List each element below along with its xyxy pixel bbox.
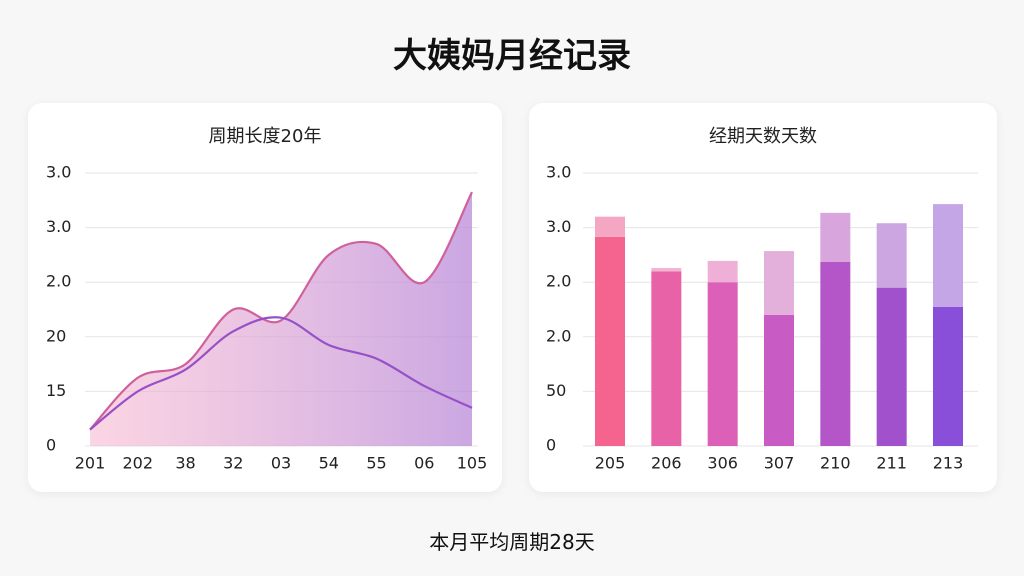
bar-segment (876, 223, 907, 288)
y-tick-label: 2.0 (546, 272, 571, 291)
x-tick-label: 202 (122, 454, 153, 473)
x-tick-label: 210 (820, 454, 851, 473)
bar-segment (651, 268, 682, 272)
x-tick-label: 201 (75, 454, 106, 473)
x-tick-label: 105 (457, 454, 488, 473)
y-tick-label: 3.0 (46, 163, 71, 182)
x-tick-label: 38 (175, 454, 195, 473)
line (89, 316, 473, 431)
area (90, 192, 472, 446)
y-tick-label: 3.0 (546, 163, 571, 182)
bar-segment (595, 216, 625, 237)
x-tick-label: 211 (876, 454, 907, 473)
y-tick-label: 0 (46, 436, 56, 455)
y-tick-label: 0 (546, 436, 556, 455)
footer: 本月平均周期28天 (429, 530, 595, 554)
y-tick-label: 50 (546, 381, 566, 400)
x-tick-label: 213 (933, 454, 964, 473)
y-tick-label: 3.0 (46, 217, 71, 236)
x-tick-label: 54 (319, 454, 339, 473)
bar-segment (595, 236, 625, 446)
x-tick-label: 206 (651, 454, 682, 473)
x-tick-label: 205 (595, 454, 626, 473)
y-tick-label: 2.0 (46, 272, 71, 291)
x-tick-label: 03 (271, 454, 291, 473)
bar-segment (933, 204, 963, 307)
bar-segment (820, 261, 851, 446)
bar-segment (651, 271, 682, 446)
y-tick-label: 15 (46, 381, 66, 400)
x-tick-label: 55 (366, 454, 386, 473)
y-tick-label: 2.0 (546, 326, 571, 345)
bar-segment (876, 287, 907, 446)
bar-segment (820, 212, 851, 262)
y-tick-label: 20 (46, 326, 66, 345)
bar-segment (933, 306, 963, 446)
x-tick-label: 32 (223, 454, 243, 473)
x-tick-label: 306 (707, 454, 738, 473)
page-title: 大姨妈月经记录 (393, 36, 631, 76)
bar-segment (707, 282, 738, 446)
bar-segment (707, 260, 738, 283)
chart-title: 经期天数天数 (709, 126, 817, 147)
bar-segment (764, 251, 794, 315)
bar-segment (764, 314, 794, 446)
x-tick-label: 06 (414, 454, 434, 473)
chart-title: 周期长度20年 (209, 126, 322, 147)
x-tick-label: 307 (764, 454, 795, 473)
y-tick-label: 3.0 (546, 217, 571, 236)
